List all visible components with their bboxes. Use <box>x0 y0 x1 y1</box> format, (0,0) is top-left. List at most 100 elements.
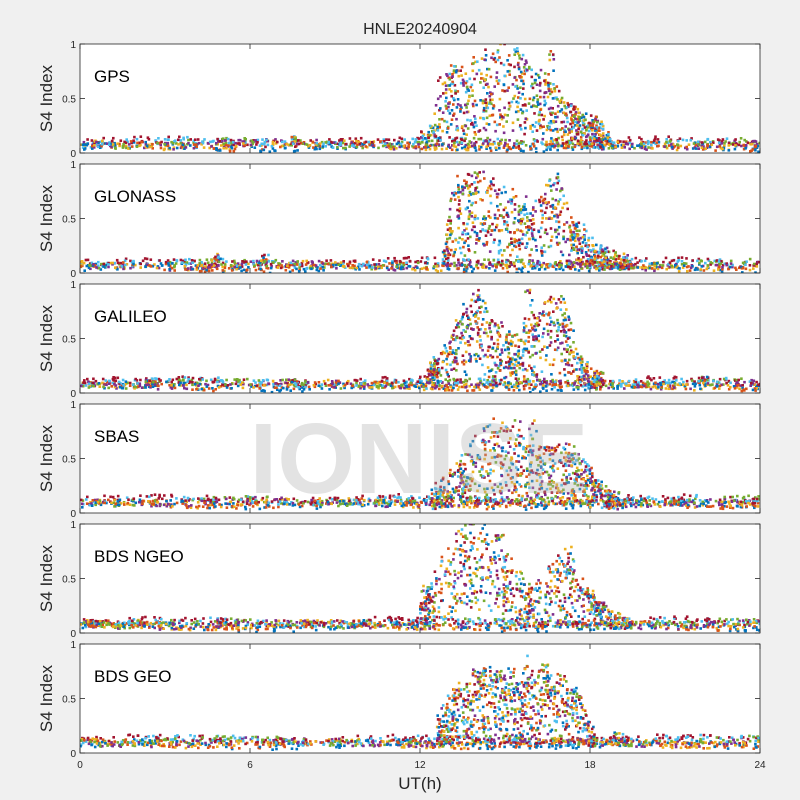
data-point <box>447 247 450 251</box>
data-point <box>456 103 460 106</box>
data-point <box>113 143 117 147</box>
data-point <box>397 380 400 384</box>
data-point <box>585 144 589 148</box>
data-point <box>538 76 541 79</box>
data-point <box>512 97 515 100</box>
data-point <box>494 146 498 150</box>
data-point <box>574 105 577 109</box>
data-point <box>479 311 482 314</box>
data-point <box>648 262 652 266</box>
data-point <box>296 383 299 386</box>
data-point <box>213 378 217 382</box>
data-point <box>207 387 211 390</box>
data-point <box>625 258 628 262</box>
data-point <box>178 135 181 139</box>
data-point <box>533 139 537 143</box>
data-point <box>302 383 305 386</box>
data-point <box>706 137 710 141</box>
data-point <box>498 239 501 243</box>
data-point <box>574 113 577 116</box>
data-point <box>182 384 185 387</box>
data-point <box>140 386 144 389</box>
data-point <box>600 123 604 126</box>
data-point <box>603 264 607 268</box>
data-point <box>545 183 548 187</box>
data-point <box>549 140 553 143</box>
data-point <box>510 200 513 204</box>
data-point <box>540 249 543 253</box>
data-point <box>225 144 228 147</box>
data-point <box>614 266 618 269</box>
data-point <box>408 387 411 390</box>
data-point <box>530 105 533 109</box>
data-point <box>245 260 248 263</box>
data-point <box>471 221 475 224</box>
data-point <box>595 126 599 129</box>
data-point <box>563 223 566 226</box>
data-point <box>664 256 668 260</box>
data-point <box>527 380 530 383</box>
data-point <box>212 264 216 267</box>
data-point <box>199 376 202 380</box>
data-point <box>540 141 543 144</box>
data-point <box>630 145 634 148</box>
data-point <box>573 114 576 118</box>
data-point <box>470 123 473 126</box>
data-point <box>505 220 509 224</box>
data-point <box>487 67 491 71</box>
data-point <box>625 382 628 385</box>
data-point <box>98 385 102 388</box>
data-point <box>702 269 706 272</box>
data-point <box>198 377 201 381</box>
data-point <box>403 386 406 390</box>
data-point <box>688 269 692 272</box>
data-point <box>297 139 300 142</box>
data-point <box>148 264 151 267</box>
data-point <box>549 120 553 123</box>
data-point <box>278 262 282 266</box>
data-point <box>456 126 459 130</box>
data-point <box>497 142 501 146</box>
data-point <box>466 102 469 106</box>
data-point <box>685 139 688 142</box>
data-point <box>671 143 675 146</box>
data-point <box>371 258 375 261</box>
data-point <box>154 381 158 385</box>
data-point <box>565 265 569 268</box>
data-point <box>213 257 216 260</box>
data-point <box>254 268 258 272</box>
data-point <box>448 112 452 115</box>
data-point <box>532 222 536 225</box>
data-point <box>597 262 601 266</box>
data-point <box>677 270 681 273</box>
data-point <box>452 193 456 197</box>
data-point <box>743 261 746 264</box>
data-point <box>553 264 556 268</box>
data-point <box>495 195 499 199</box>
data-point <box>507 101 511 105</box>
data-point <box>466 118 469 122</box>
data-point <box>361 146 364 150</box>
data-point <box>678 137 682 140</box>
data-point <box>468 384 471 388</box>
data-point <box>524 233 527 237</box>
data-point <box>427 136 430 139</box>
data-point <box>458 236 461 240</box>
data-point <box>331 141 334 144</box>
data-point <box>706 257 710 261</box>
data-point <box>593 264 597 268</box>
data-point <box>430 139 434 143</box>
data-point <box>280 144 284 148</box>
data-point <box>214 255 217 259</box>
data-point <box>614 258 618 261</box>
data-point <box>241 260 244 263</box>
data-point <box>590 145 594 148</box>
data-point <box>545 148 548 152</box>
data-point <box>517 67 521 71</box>
data-point <box>265 261 268 264</box>
data-point <box>289 261 293 265</box>
data-point <box>183 265 187 268</box>
data-point <box>591 259 594 263</box>
data-point <box>577 381 580 385</box>
data-point <box>714 149 717 152</box>
